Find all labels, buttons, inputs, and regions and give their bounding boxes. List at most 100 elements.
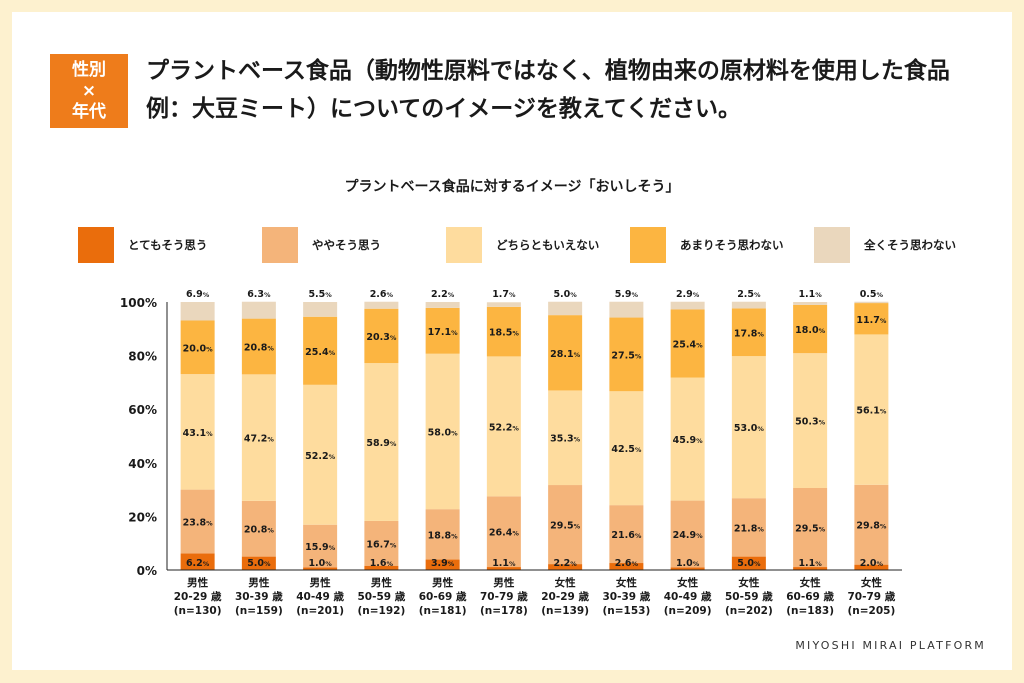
y-tick-label: 60% [128,403,157,417]
data-label: 1.6% [370,558,394,569]
legend-label: どちらともいえない [496,238,600,252]
bar-segment [731,356,766,499]
x-tick-label: 40-49 歳 [664,590,712,603]
badge-line-3: 年代 [72,101,106,122]
bar-segment [731,301,766,309]
data-label: 52.2% [489,422,519,433]
bar-segment [854,564,889,570]
badge-line-1: 性別 [72,59,106,80]
data-label: 1.0% [308,558,332,569]
x-tick-label: 60-69 歳 [419,590,467,603]
data-label: 52.2% [305,451,335,462]
data-label: 20.0% [183,343,213,354]
bar-segment [548,315,583,391]
data-label: 1.1% [798,289,822,300]
legend-swatch [446,227,482,263]
data-label: 17.8% [734,328,764,339]
x-tick-label: (n=209) [664,605,712,617]
data-label: 20.8% [244,342,274,353]
data-label: 42.5% [611,444,641,455]
bar-segment [180,553,215,570]
data-label: 45.9% [673,435,703,446]
data-label: 58.0% [428,427,458,438]
data-label: 16.7% [366,539,396,550]
x-tick-label: 女性 [738,576,759,589]
bar-segment [425,307,460,354]
legend-item: 全くそう思わない [814,227,956,263]
bar-segment [486,496,521,568]
data-label: 18.8% [428,530,458,541]
bar-segment [241,500,276,557]
legend-swatch [814,227,850,263]
question-title-line-1: プラントベース食品（動物性原料ではなく、植物由来の原材料を使用した食品 [146,58,950,84]
x-tick-label: 女性 [616,576,637,589]
bar-segment [670,500,705,568]
data-label: 6.2% [186,558,210,569]
x-tick-label: 40-49 歳 [296,590,344,603]
bar-segment [364,308,399,364]
data-label: 2.0% [860,558,884,569]
data-label: 26.4% [489,528,519,539]
data-label: 5.0% [247,558,271,569]
data-label: 15.9% [305,542,335,553]
x-tick-label: 男性 [248,576,269,589]
chart-title: プラントベース食品に対するイメージ「おいしそう」 [344,179,680,195]
x-tick-label: 女性 [800,576,821,589]
x-tick-label: (n=159) [235,605,283,617]
data-label: 35.3% [550,434,580,445]
bar-segment [241,374,276,501]
x-tick-label: 男性 [371,576,392,589]
bar-segment [486,302,521,307]
x-tick-label: 女性 [861,576,882,589]
data-label: 5.0% [737,558,761,569]
data-label: 17.1% [428,327,458,338]
data-label: 23.8% [183,517,213,528]
bar-segment [670,301,705,310]
bar-segment [364,520,399,566]
chart-card: 性別 × 年代 プラントベース食品（動物性原料ではなく、植物由来の原材料を使用し… [12,12,1012,670]
data-label: 2.9% [676,289,700,300]
bar-segment [854,334,889,485]
data-label: 27.5% [611,350,641,361]
bar-segment [609,563,644,570]
bar-segment [180,489,215,554]
data-label: 29.8% [856,521,886,532]
bar-segment [548,301,583,316]
footer-brand: MIYOSHI MIRAI PLATFORM [795,639,986,652]
bar-segment [364,363,399,521]
y-tick-label: 100% [120,296,157,310]
data-label: 25.4% [305,347,335,358]
data-label: 28.1% [550,349,580,360]
x-tick-label: (n=181) [419,605,467,617]
bar-segment [486,356,521,497]
bar-segment [548,564,583,570]
data-label: 1.7% [492,289,516,300]
data-label: 47.2% [244,434,274,445]
bar-segment [548,390,583,486]
y-tick-label: 0% [137,564,157,578]
gender-age-badge: 性別 × 年代 [50,54,128,128]
data-label: 50.3% [795,417,825,428]
data-label: 3.9% [431,558,455,569]
x-tick-label: 男性 [310,576,331,589]
x-tick-label: (n=153) [602,605,650,617]
x-tick-label: 70-79 歳 [848,590,896,603]
legend-label: 全くそう思わない [864,238,956,252]
bar-segment [425,302,460,308]
data-label: 56.1% [856,406,886,417]
legend-item: とてもそう思う [78,227,207,263]
bar-segment [180,374,215,490]
bar-segment [180,302,215,321]
bar-segment [793,304,828,354]
bar-segment [425,559,460,570]
x-tick-label: 女性 [555,576,576,589]
x-tick-label: 60-69 歳 [786,590,834,603]
legend-item: どちらともいえない [446,227,599,263]
x-tick-label: (n=205) [847,605,895,617]
bar-segment [609,317,644,392]
bar-segment [241,556,276,570]
bar-segment [854,301,889,304]
legend-swatch [630,227,666,263]
data-label: 29.5% [795,524,825,535]
x-tick-label: 50-59 歳 [725,590,773,603]
